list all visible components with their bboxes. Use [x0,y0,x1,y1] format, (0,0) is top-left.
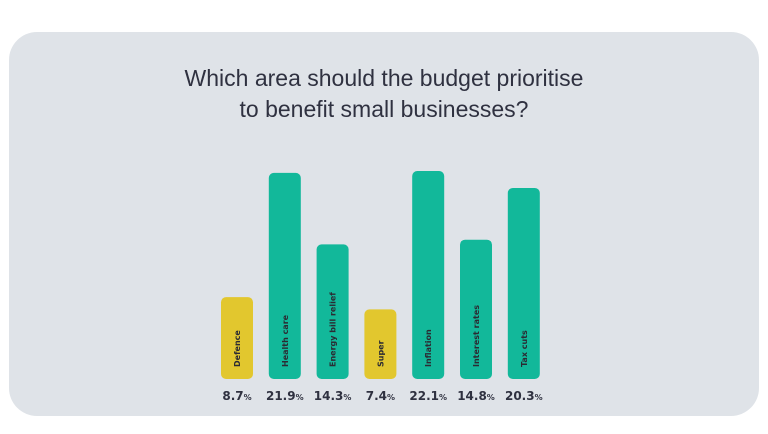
bar-label: Health care [281,314,290,367]
chart-title: Which area should the budget prioritise … [9,63,759,125]
bar-label: Super [376,340,385,367]
value-label: 14.3% [314,389,352,403]
value-label: 21.9% [266,389,304,403]
value-label: 8.7% [222,389,251,403]
value-label: 22.1% [409,389,447,403]
bar-defence [221,297,253,379]
bar-label: Defence [233,330,242,367]
chart-title-line-2: to benefit small businesses? [239,96,529,122]
bar-inflation [412,171,445,379]
bar-label: Inflation [424,329,433,367]
value-label: 20.3% [505,389,543,403]
bar-interest-rates [460,239,492,379]
bar-tax-cuts [507,187,540,379]
bar-label: Energy bill relief [329,292,338,367]
bar-energy-bill-relief [316,244,349,379]
bar-label: Tax cuts [520,330,529,367]
bar-health-care [268,172,301,379]
chart-title-line-1: Which area should the budget prioritise [184,65,584,91]
bar-label: Interest rates [472,305,481,367]
value-label: 7.4% [366,389,395,403]
value-label: 14.8% [457,389,495,403]
bar-super [364,309,397,379]
